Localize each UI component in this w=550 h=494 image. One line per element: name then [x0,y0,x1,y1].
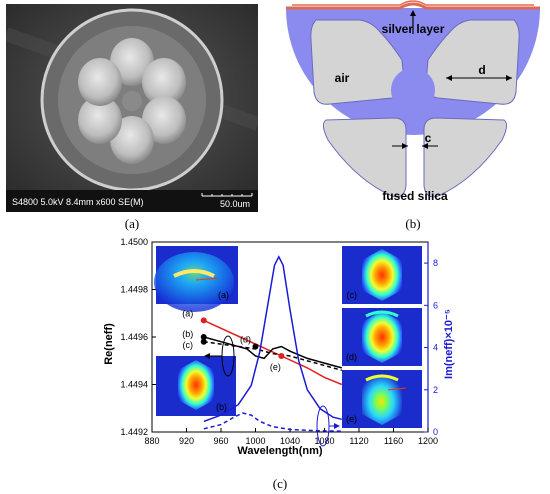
x-tick-label: 880 [144,436,159,446]
sem-scale-label: 50.0um [220,199,250,209]
d-label: d [478,63,485,77]
core-region [391,68,435,112]
marker-label: (a) [182,308,193,318]
series-line-1 [203,336,343,369]
y-axis-left-label: Re(neff) [103,323,115,365]
marker-point [278,353,285,359]
y-right-tick-label: 6 [433,300,438,310]
y-left-tick-label: 1.4494 [120,380,148,390]
caption-a: (a) [124,216,140,231]
chart-axes: 880 920 960 1000 1040 1080 1120 1160 1200 1.4492 1… [120,237,438,446]
air-holes [78,38,186,164]
x-tick-label: 1120 [349,436,368,446]
sem-info-text: S4800 5.0kV 8.4mm x600 SE(M) [12,197,144,207]
chart-panel: 880 920 960 1000 1040 1080 1120 1160 1200 1.4492 1… [0,232,550,472]
sem-graphic: S4800 5.0kV 8.4mm x600 SE(M) 50.0um [6,4,258,212]
caption-b: (b) [405,216,421,231]
air-holes-schematic [310,19,520,198]
y-right-tick-label: 4 [433,343,438,353]
y-right-tick-label: 2 [433,385,438,395]
inset-label-e: (e) [346,414,357,424]
x-tick-label: 920 [179,436,194,446]
x-tick-label: 960 [213,436,228,446]
y-left-tick-label: 1.4500 [120,237,148,247]
inset-label-a: (a) [218,290,229,300]
marker-point [252,343,259,350]
y-left-tick-label: 1.4496 [120,332,148,342]
mode-insets: (a) (b) (c) (d) (e) [154,246,422,428]
x-tick-label: 1000 [245,436,265,446]
inset-label-c: (c) [347,290,358,300]
cross-section-graphic: silver layer air d c fused silica [286,0,540,203]
fused-silica-label: fused silica [382,189,448,203]
x-tick-label: 1160 [384,436,403,446]
caption-c: (c) [272,476,288,491]
x-tick-label: 1040 [280,436,300,446]
chart-series [203,255,343,432]
cross-section-panel: silver layer air d c fused silica [280,0,550,216]
series-line-2 [203,340,343,372]
sem-image: S4800 5.0kV 8.4mm x600 SE(M) 50.0um [6,4,258,212]
marker-label: (b) [182,329,193,339]
chart-markers: (a) (b)(c) (d) (e) [182,308,285,372]
marker-label: (c) [183,340,194,350]
inset-e [342,370,422,428]
inset-label-b: (b) [216,402,227,412]
inset-a [154,246,238,312]
sem-info-bar [6,190,258,212]
y-right-tick-label: 0 [433,427,438,437]
c-label: c [425,131,432,145]
air-label: air [335,71,350,85]
marker-label: (e) [270,362,281,372]
x-axis-label: Wavelength(nm) [237,445,322,457]
series-line-0 [203,319,343,386]
inset-d [342,308,422,366]
silver-layer-label: silver layer [382,22,445,36]
series-line-3 [203,255,342,423]
y-left-tick-label: 1.4492 [120,427,148,437]
marker-label: (d) [240,335,251,345]
x-tick-label: 1080 [314,436,334,446]
chart-svg: 880 920 960 1000 1040 1080 1120 1160 1200 1.4492 1… [103,237,455,457]
inset-c [342,246,422,304]
fiber-core [122,91,142,111]
sem-scale-bar [201,193,253,197]
y-axis-right-label: Im(neff)×10⁻⁵ [443,309,455,379]
axis-indicators [204,335,340,447]
silver-layer-line [286,2,540,10]
marker-point [200,334,207,340]
marker-point [200,338,207,345]
y-left-tick-label: 1.4498 [120,285,148,295]
x-tick-label: 1200 [418,436,438,446]
marker-point [200,317,207,324]
y-right-tick-label: 8 [433,258,438,268]
inset-label-d: (d) [346,352,357,362]
